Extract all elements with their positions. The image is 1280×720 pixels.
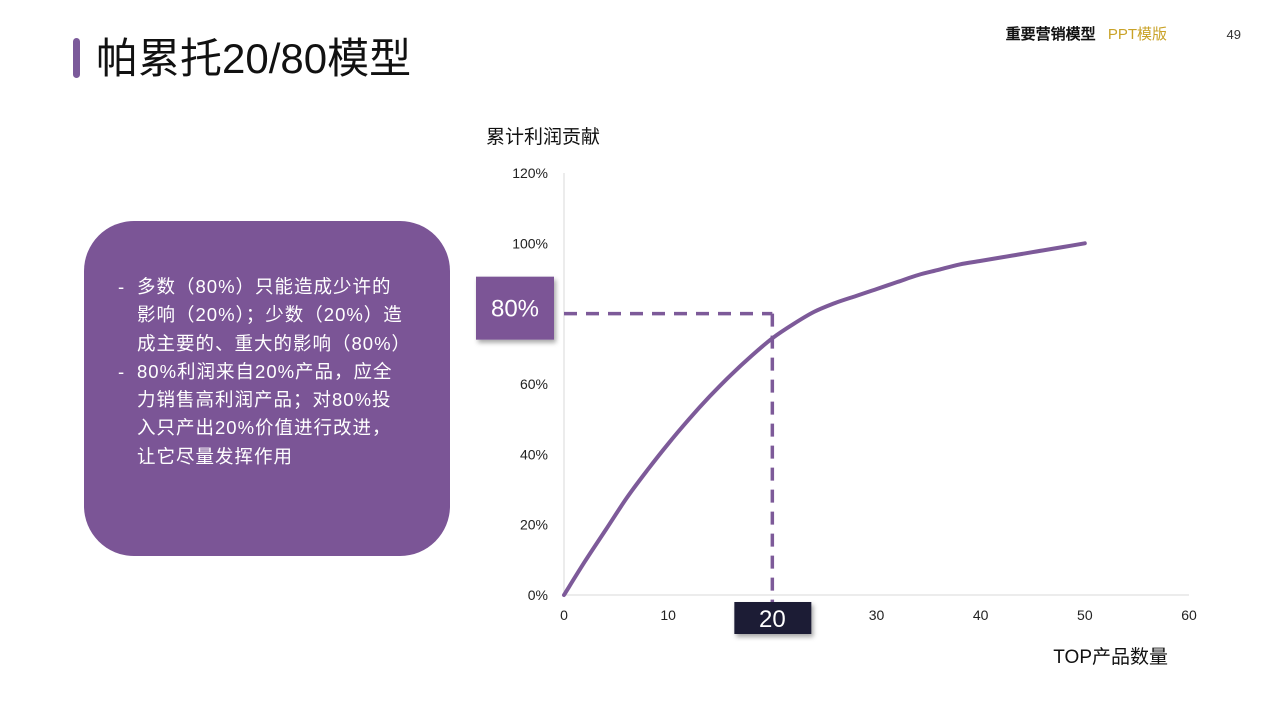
info-list: - 多数（80%）只能造成少许的影响（20%）；少数（20%）造成主要的、重大的… [118,273,410,471]
info-item: - 多数（80%）只能造成少许的影响（20%）；少数（20%）造成主要的、重大的… [118,273,410,358]
y-tick-label: 100% [512,235,548,251]
x-tick-labels: 0 10 30 40 50 60 [560,607,1197,623]
y-tick-labels: 0% 20% 40% 60% 100% 120% [512,165,548,603]
x-tick-label: 60 [1181,607,1197,623]
header-right-subtitle: PPT模版 [1107,26,1167,43]
info-item-text: 多数（80%）只能造成少许的影响（20%）；少数（20%）造成主要的、重大的影响… [137,276,412,354]
y-tick-label: 0% [528,587,548,603]
header-right-title: 重要营销模型 [1005,26,1096,43]
page-number: 49 [1226,27,1241,42]
x-tick-label: 0 [560,607,568,623]
y-tick-label: 20% [520,517,548,533]
x-tick-label: 30 [869,607,885,623]
header-branding: 重要营销模型 PPT模版 [1006,25,1167,45]
x-tick-label: 50 [1077,607,1093,623]
info-item: - 80%利润来自20%产品，应全力销售高利润产品；对80%投入只产出20%价值… [118,358,410,471]
y-tick-label: 120% [512,165,548,181]
x-tick-label: 10 [660,607,676,623]
y-highlight-label: 80% [491,296,539,323]
x-highlight-marker: 20 [734,602,812,634]
bullet-dash: - [118,276,126,297]
bullet-dash: - [118,360,126,382]
title-accent-bar [73,38,80,78]
page-title: 帕累托20/80模型 [96,35,412,82]
y-highlight-marker-bg [476,276,554,340]
x-axis-title: TOP产品数量 [1053,646,1168,668]
info-box: - 多数（80%）只能造成少许的影响（20%）；少数（20%）造成主要的、重大的… [84,221,450,556]
x-highlight-label: 20 [759,606,786,633]
y-tick-label: 40% [520,446,548,462]
y-highlight-marker: 80% [476,276,554,340]
y-tick-label: 60% [520,376,548,392]
y-axis-title: 累计利润贡献 [486,126,600,148]
x-tick-label: 40 [973,607,989,623]
series-line [562,241,1087,597]
info-item-text: 80%利润来自20%产品，应全力销售高利润产品；对80%投入只产出20%价值进行… [137,360,393,467]
x-highlight-marker-bg [734,602,812,634]
